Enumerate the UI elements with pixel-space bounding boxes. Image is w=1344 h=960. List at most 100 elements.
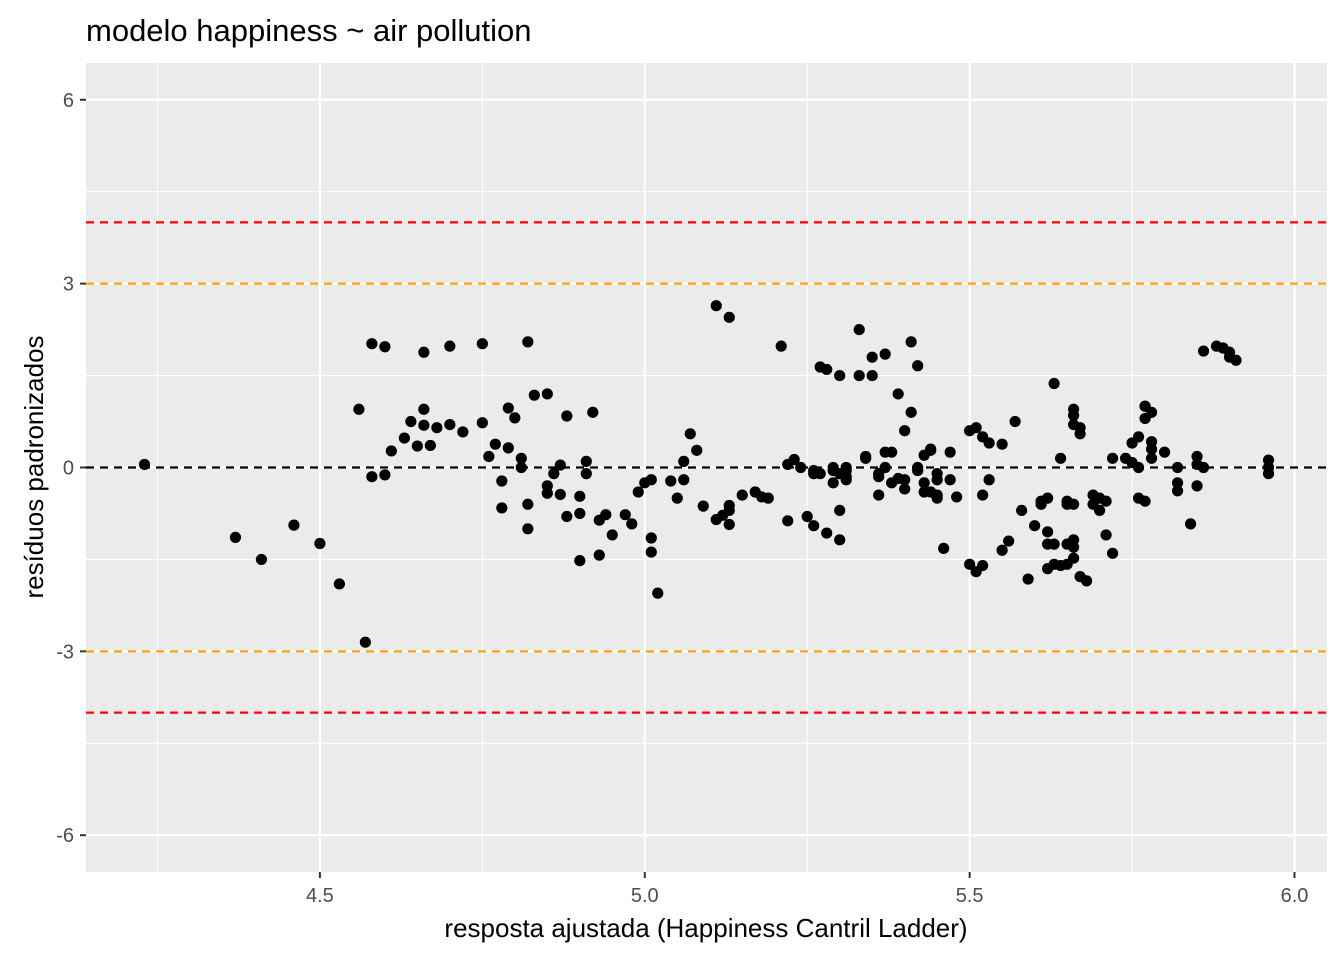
data-point	[574, 555, 586, 567]
data-point	[808, 520, 820, 532]
data-point	[723, 499, 735, 512]
data-point	[905, 406, 917, 418]
data-point	[1029, 520, 1041, 532]
data-point	[1191, 450, 1203, 463]
data-point	[983, 474, 995, 486]
data-point	[873, 471, 885, 483]
data-point	[593, 549, 605, 561]
data-point	[645, 474, 657, 486]
data-points	[138, 300, 1275, 648]
data-point	[509, 412, 521, 424]
data-point	[788, 453, 800, 466]
data-point	[606, 529, 618, 541]
data-point	[782, 515, 794, 527]
y-tick-label: -6	[56, 825, 74, 847]
data-point	[983, 437, 995, 449]
data-point	[1145, 406, 1158, 418]
data-point	[710, 300, 722, 312]
data-point	[931, 474, 943, 486]
data-point	[879, 461, 891, 474]
y-axis: -6 -3 0 3 6	[56, 90, 86, 847]
data-point	[977, 489, 989, 501]
data-point	[541, 388, 553, 400]
data-point	[418, 346, 430, 358]
data-point	[899, 474, 911, 486]
data-point	[444, 418, 456, 431]
data-point	[528, 389, 540, 401]
data-point	[951, 491, 963, 503]
data-point	[996, 438, 1008, 450]
data-point	[522, 498, 534, 510]
data-point	[418, 403, 430, 415]
data-point	[1171, 461, 1184, 474]
y-tick-label: -3	[56, 641, 74, 663]
data-point	[944, 474, 956, 486]
data-point	[554, 459, 566, 471]
data-point	[678, 474, 690, 486]
data-point	[866, 369, 878, 382]
data-point	[359, 636, 371, 648]
data-point	[574, 490, 586, 502]
data-point	[515, 452, 527, 464]
data-point	[619, 509, 631, 521]
data-point	[671, 492, 683, 504]
data-point	[684, 428, 696, 440]
data-point	[496, 475, 508, 487]
data-point	[678, 455, 690, 467]
data-point	[411, 440, 423, 452]
data-point	[853, 324, 865, 336]
data-point	[853, 369, 865, 382]
x-axis-label: resposta ajustada (Happiness Cantril Lad…	[444, 913, 967, 943]
data-point	[431, 422, 443, 434]
data-point	[834, 369, 846, 382]
data-point	[1106, 547, 1119, 559]
data-point	[899, 425, 911, 437]
data-point	[1197, 345, 1210, 357]
data-point	[912, 360, 924, 372]
data-point	[541, 487, 553, 499]
chart-title: modelo happiness ~ air pollution	[86, 13, 532, 48]
data-point	[580, 468, 592, 480]
data-point	[1100, 495, 1112, 507]
data-point	[1016, 504, 1028, 517]
data-point	[1145, 436, 1158, 448]
data-point	[1009, 415, 1021, 428]
data-point	[502, 442, 514, 454]
data-point	[1068, 541, 1080, 553]
y-tick-label: 6	[63, 90, 74, 112]
data-point	[938, 542, 950, 555]
data-point	[1132, 461, 1145, 474]
data-point	[821, 363, 833, 376]
data-point	[229, 531, 242, 543]
data-point	[561, 510, 573, 523]
data-point	[405, 415, 417, 428]
y-axis-label: resíduos padronizados	[19, 335, 49, 598]
reference-lines	[86, 221, 1327, 714]
data-point	[1106, 452, 1119, 464]
data-point	[931, 492, 943, 504]
data-point	[457, 426, 469, 438]
data-point	[502, 402, 514, 414]
data-point	[587, 406, 599, 418]
data-point	[925, 444, 937, 456]
data-point	[444, 340, 456, 352]
data-point	[424, 439, 436, 452]
data-point	[892, 388, 904, 400]
data-point	[1262, 468, 1275, 480]
data-point	[418, 419, 430, 431]
data-point	[600, 509, 612, 521]
data-point	[886, 446, 898, 458]
x-tick-label: 5.0	[631, 885, 659, 907]
y-tick-label: 0	[63, 458, 74, 480]
data-point	[866, 351, 878, 363]
data-point	[288, 519, 300, 531]
data-point	[899, 483, 911, 495]
data-point	[476, 417, 488, 429]
data-point	[1080, 575, 1093, 587]
data-point	[314, 537, 326, 550]
data-point	[515, 461, 527, 474]
data-point	[1158, 446, 1171, 458]
data-point	[632, 486, 644, 498]
data-point	[489, 438, 501, 450]
data-point	[626, 518, 638, 530]
